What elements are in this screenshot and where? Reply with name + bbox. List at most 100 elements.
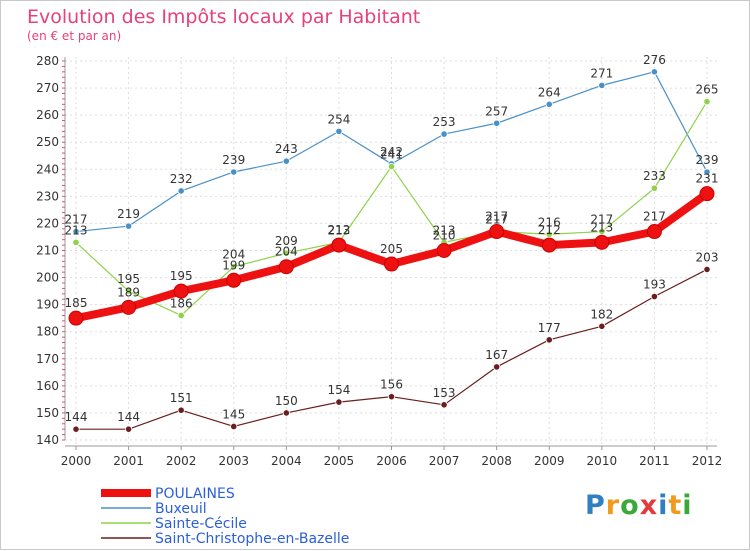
y-tick-label: 190 [36, 298, 59, 312]
data-label: 213 [433, 223, 456, 237]
x-tick-label: 2002 [166, 454, 197, 468]
y-tick-label: 160 [36, 379, 59, 393]
data-point [177, 311, 185, 320]
data-label: 203 [696, 250, 719, 264]
data-label: 239 [222, 153, 245, 167]
data-point [699, 186, 715, 202]
data-label: 209 [275, 234, 298, 248]
y-tick-label: 180 [36, 325, 59, 339]
x-tick-label: 2008 [481, 454, 512, 468]
data-label: 212 [538, 223, 561, 237]
data-label: 167 [485, 348, 508, 362]
data-label: 241 [380, 148, 403, 162]
y-tick-label: 270 [36, 81, 59, 95]
data-label: 253 [433, 115, 456, 129]
data-point [331, 237, 347, 253]
data-point [282, 409, 290, 417]
data-label: 264 [538, 85, 561, 99]
data-label: 217 [65, 213, 88, 227]
data-label: 145 [222, 407, 245, 421]
proxiti-logo: Proxiti [585, 490, 693, 521]
x-tick-label: 2005 [324, 454, 355, 468]
y-tick-label: 150 [36, 406, 59, 420]
x-tick-label: 2004 [271, 454, 302, 468]
data-label: 182 [590, 307, 613, 321]
legend-label: Buxeuil [155, 501, 207, 517]
x-tick-label: 2011 [639, 454, 670, 468]
x-tick-label: 2010 [587, 454, 618, 468]
data-point [598, 322, 606, 330]
data-point [282, 249, 290, 257]
y-tick-label: 260 [36, 108, 59, 122]
data-point [173, 283, 189, 299]
logo-letter: t [668, 490, 683, 521]
y-tick-label: 210 [36, 244, 59, 258]
data-point [177, 187, 185, 195]
chart-subtitle: (en € et par an) [27, 29, 121, 43]
data-point [335, 398, 343, 406]
data-point [387, 162, 396, 171]
legend-label: POULAINES [155, 486, 235, 502]
data-point [121, 299, 137, 315]
data-label: 144 [65, 410, 88, 424]
data-point [124, 287, 133, 295]
data-label: 205 [380, 242, 403, 256]
data-point [703, 98, 711, 106]
data-point [226, 272, 242, 288]
data-label: 219 [117, 207, 140, 221]
data-point [489, 224, 505, 240]
legend: POULAINESBuxeuilSainte-CécileSaint-Chris… [101, 486, 349, 547]
data-label: 199 [222, 258, 245, 272]
data-point [278, 259, 294, 275]
data-point [650, 68, 659, 76]
data-point [72, 425, 80, 433]
data-point [598, 227, 606, 236]
data-point [387, 393, 396, 401]
data-point [335, 127, 343, 135]
data-label: 204 [275, 245, 298, 259]
x-axis-ticks: 2000 2001 2002 2003 2004 2005 2006 2007 2008 2009… [61, 446, 723, 468]
data-label: 217 [485, 210, 508, 224]
data-point [541, 237, 557, 253]
x-tick-label: 2012 [692, 454, 723, 468]
data-label: 195 [170, 269, 193, 283]
data-point [440, 130, 448, 138]
data-point [646, 224, 662, 240]
data-label: 154 [327, 383, 350, 397]
data-point [650, 184, 659, 192]
chart-title: Evolution des Impôts locaux par Habitant [27, 6, 420, 28]
data-label: 231 [696, 172, 719, 186]
data-label: 204 [222, 248, 245, 262]
x-tick-label: 2009 [534, 454, 565, 468]
series-group: 217 2192322392432542422532572642712762392… [65, 53, 719, 433]
data-label: 210 [433, 229, 456, 243]
data-label: 243 [275, 142, 298, 156]
data-point [545, 100, 553, 108]
x-tick-label: 2006 [376, 454, 407, 468]
x-tick-label: 2007 [429, 454, 460, 468]
logo-letter: i [682, 490, 693, 521]
data-label: 150 [275, 394, 298, 408]
legend-label: Sainte-Cécile [155, 516, 247, 532]
data-label: 212 [327, 223, 350, 237]
data-label: 265 [696, 83, 719, 97]
data-point [384, 256, 399, 272]
x-tick-label: 2003 [218, 454, 249, 468]
data-point [124, 425, 133, 433]
y-tick-label: 140 [36, 433, 59, 447]
data-point [72, 238, 80, 246]
data-point [493, 119, 501, 127]
legend-label: Saint-Christophe-en-Bazelle [155, 531, 349, 547]
data-label: 276 [643, 53, 666, 67]
data-label: 271 [590, 66, 613, 80]
data-point [230, 263, 238, 271]
data-point [230, 422, 238, 431]
y-tick-label: 230 [36, 189, 59, 203]
y-tick-label: 250 [36, 135, 59, 149]
data-label: 177 [538, 321, 561, 335]
data-point [650, 292, 659, 301]
data-label: 217 [485, 213, 508, 227]
